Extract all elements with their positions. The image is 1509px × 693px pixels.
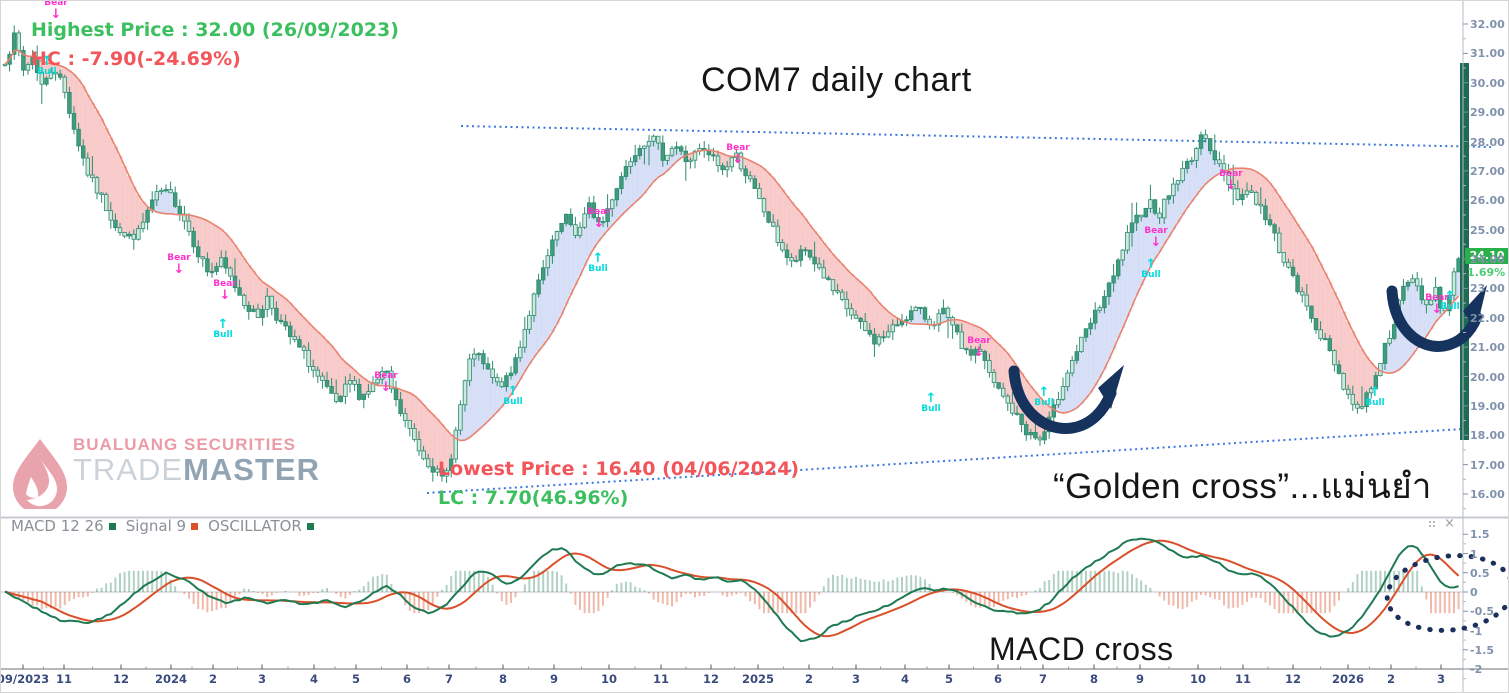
macd-legend-signal: Signal 9 (125, 517, 187, 535)
bull-signal-marker: ↑ Bull (37, 54, 57, 77)
low-change-annotation: LC : 7.70(46.96%) (438, 487, 629, 509)
price-axis-label: 23.00 (1470, 282, 1505, 296)
watermark: BUALUANG SECURITIES TRADEMASTER (9, 435, 320, 509)
time-axis-label: 4 (900, 672, 910, 686)
bear-signal-marker: Bear ↓ (167, 253, 191, 277)
bull-signal-marker: ↑ Bull (1440, 289, 1460, 312)
price-axis-label: 21.00 (1470, 341, 1505, 355)
macd-axis-label: -0.5 (1470, 605, 1495, 619)
bull-signal-marker: ↑ Bull (1365, 385, 1385, 408)
macd-axis-label: 1 (1470, 547, 1478, 561)
time-axis-label: 11 (55, 672, 73, 686)
time-axis-label: 3 (851, 672, 861, 686)
price-axis-label: 20.00 (1470, 370, 1505, 384)
last-price-badge: 24.10 (1465, 248, 1508, 264)
bear-signal-marker: Bear ↓ (374, 371, 398, 395)
time-axis-label: 6 (993, 672, 1003, 686)
price-axis-label: 19.00 (1470, 399, 1505, 413)
drag-handle-icon[interactable] (1429, 521, 1439, 529)
macd-axis-label: -2 (1470, 663, 1483, 676)
time-axis-label: 09/2023 (0, 672, 50, 686)
watermark-master: MASTER (183, 452, 320, 487)
high-change-annotation: HC : -7.90(-24.69%) (31, 48, 241, 70)
time-axis-label: 5 (944, 672, 954, 686)
time-axis-label: 4 (309, 672, 319, 686)
change-percent-label: 1.69% (1467, 266, 1506, 279)
time-axis-label: 7 (444, 672, 454, 686)
time-axis-label: 7 (1038, 672, 1048, 686)
bear-signal-marker: Bear ↓ (213, 279, 237, 303)
price-axis-label: 27.00 (1470, 164, 1505, 178)
bull-signal-marker: ↑ Bull (213, 317, 233, 340)
time-axis-label: 9 (1135, 672, 1145, 686)
oscillator-swatch-icon (306, 523, 314, 530)
time-axis-label: 8 (1089, 672, 1099, 686)
close-icon[interactable]: × (1444, 516, 1455, 531)
time-axis-label: 2 (1386, 672, 1396, 686)
price-axis-label: 25.00 (1470, 223, 1505, 237)
time-axis-label: 3 (1436, 672, 1446, 686)
bull-signal-marker: ↑ Bull (503, 384, 523, 407)
macd-axis-label: -1 (1470, 624, 1483, 638)
macd-cross-caption: MACD cross (989, 631, 1174, 667)
bear-signal-marker: Bear ↓ (44, 0, 68, 22)
lowest-price-annotation: Lowest Price : 16.40 (04/06/2024) (438, 458, 800, 480)
time-axis-label: 5 (351, 672, 361, 686)
macd-legend-macd: MACD 12 26 (11, 517, 104, 535)
price-axis-label: 32.00 (1470, 18, 1505, 31)
time-axis-label: 9 (549, 672, 559, 686)
price-axis-label: 18.00 (1470, 429, 1505, 443)
time-axis-label: 12 (702, 672, 720, 686)
price-axis-label: 30.00 (1470, 76, 1505, 90)
time-axis-label: 2 (208, 672, 218, 686)
price-axis-label: 17.00 (1470, 458, 1505, 472)
price-axis-label: 24.00 (1470, 253, 1505, 266)
bear-signal-marker: Bear ↓ (1144, 226, 1168, 250)
bear-signal-marker: Bear ↓ (587, 207, 611, 231)
time-axis-label: 11 (1234, 672, 1252, 686)
time-axis-label: 3 (257, 672, 267, 686)
time-axis-label: 2024 (154, 672, 188, 686)
time-axis-label: 2025 (741, 672, 775, 686)
bull-signal-marker: ↑ Bull (588, 251, 608, 274)
macd-axis-label: 1.5 (1470, 528, 1490, 542)
time-axis-label: 8 (498, 672, 508, 686)
bull-signal-marker: ↑ Bull (1034, 385, 1054, 408)
time-axis-label: 6 (402, 672, 412, 686)
watermark-line1: BUALUANG SECURITIES (73, 435, 297, 454)
bear-signal-marker: Bear ↓ (967, 336, 991, 360)
time-axis-label: 11 (652, 672, 670, 686)
bull-signal-marker: ↑ Bull (921, 391, 941, 414)
price-axis-label: 28.00 (1470, 135, 1505, 149)
macd-axis-label: 0 (1470, 586, 1478, 599)
highest-price-annotation: Highest Price : 32.00 (26/09/2023) (31, 19, 399, 41)
bear-signal-marker: Bear ↓ (1425, 293, 1449, 317)
macd-legend: MACD 12 26 Signal 9 OSCILLATOR (11, 517, 324, 535)
time-axis-label: 10 (1189, 672, 1207, 686)
time-axis-label: 2026 (1331, 672, 1365, 686)
time-axis-label: 12 (112, 672, 130, 686)
macd-axis-label: -1.5 (1470, 643, 1495, 657)
price-axis-label: 22.00 (1470, 311, 1505, 325)
watermark-trade: TRADE (73, 452, 184, 487)
bualuang-logo-icon (13, 439, 67, 509)
price-axis-label: 31.00 (1470, 47, 1505, 61)
signal-swatch-icon (191, 523, 199, 530)
price-axis-label: 29.00 (1470, 106, 1505, 120)
chart-title: COM7 daily chart (701, 61, 972, 99)
bear-signal-marker: Bear ↓ (726, 143, 750, 167)
bear-signal-marker: Bear ↓ (1219, 169, 1243, 193)
time-axis-label: 2 (804, 672, 814, 686)
golden-cross-caption: “Golden cross”...แม่นยำ (1053, 467, 1432, 506)
macd-swatch-icon (108, 523, 116, 530)
time-axis-label: 10 (600, 672, 618, 686)
price-axis-label: 26.00 (1470, 194, 1505, 208)
macd-legend-oscillator: OSCILLATOR (208, 517, 302, 535)
bull-signal-marker: ↑ Bull (1141, 257, 1161, 280)
time-axis-label: 12 (1284, 672, 1302, 686)
price-axis-label: 16.00 (1470, 488, 1505, 501)
macd-axis-label: 0.5 (1470, 566, 1490, 580)
